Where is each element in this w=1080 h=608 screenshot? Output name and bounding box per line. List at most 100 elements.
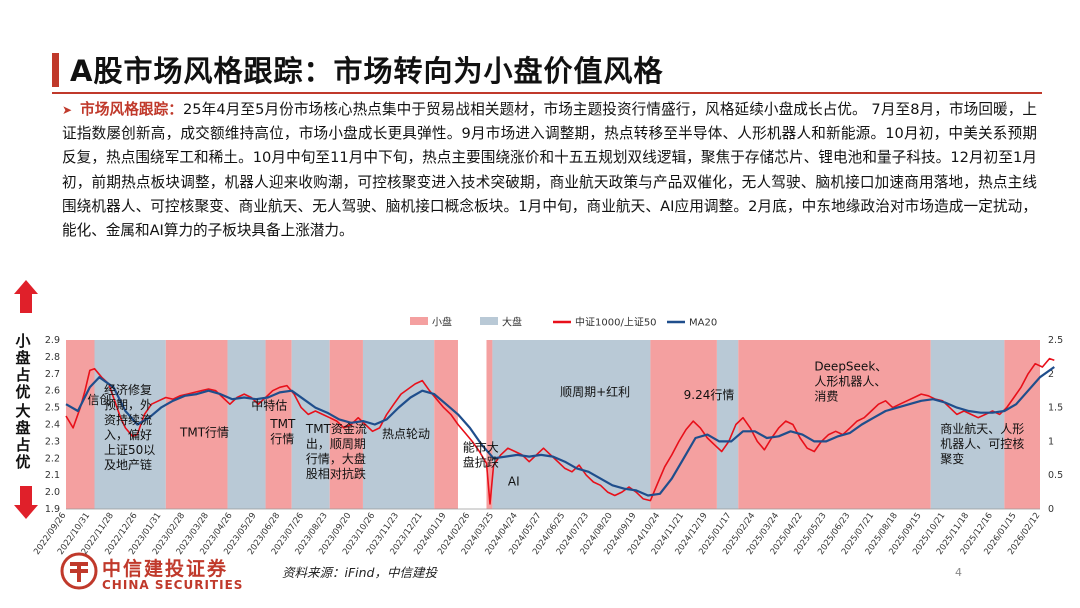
regime-band-small: [486, 340, 493, 509]
series-line-ma20: [65, 366, 1055, 497]
annotation-line: TMT行情: [179, 425, 229, 439]
side-label-small-cap: 小盘占优: [15, 332, 31, 401]
chart-legend: 小盘 大盘 中证1000/上证50 MA20: [410, 316, 717, 329]
y-right-tick-label: 1: [1048, 436, 1054, 447]
chart-annotation: 9.24行情: [684, 388, 735, 402]
y-left-tick-label: 2.7: [45, 369, 60, 380]
y-left-tick-label: 2.0: [45, 487, 60, 498]
legend-label: 小盘: [432, 316, 452, 329]
regime-band-large: [94, 340, 166, 509]
y-left-tick-label: 2.3: [45, 436, 60, 447]
bullet-triangle-icon: ➤: [62, 103, 73, 117]
annotation-line: 股相对抗跌: [306, 466, 366, 481]
logo-emblem-icon: [60, 552, 98, 594]
legend-label: 中证1000/上证50: [575, 316, 657, 329]
annotation-line: AI: [508, 474, 520, 488]
chart-annotation: AI: [508, 474, 520, 488]
annotation-line: DeepSeek、: [814, 359, 887, 373]
chart-annotation: TMT行情: [179, 425, 229, 439]
summary-paragraph: ➤ 市场风格跟踪：25年4月至5月份市场核心热点集中于贸易战相关题材，市场主题投资…: [62, 98, 1037, 243]
y-left-tick-label: 2.2: [45, 453, 60, 464]
annotation-line: 行情，大盘: [306, 451, 366, 466]
annotation-line: 中特估: [251, 397, 287, 412]
regime-band-small: [650, 340, 717, 509]
regime-band-large: [227, 340, 266, 509]
annotation-line: 盘抗跌: [463, 455, 499, 470]
annotation-line: 上证50以: [104, 443, 155, 457]
title-accent-bar: [52, 53, 59, 87]
annotation-line: 人形机器人、: [814, 374, 886, 388]
legend-swatch: [410, 317, 428, 325]
paragraph-body: 25年4月至5月份市场核心热点集中于贸易战相关题材，市场主题投资行情盛行，风格延…: [62, 101, 1037, 240]
y-left-tick-label: 2.1: [45, 470, 60, 481]
logo-text-en: CHINA SECURITIES: [102, 578, 244, 592]
arrow-up-stem: [20, 293, 32, 313]
paragraph-lead: 市场风格跟踪：: [80, 101, 183, 118]
y-right-tick-label: 2.5: [1048, 335, 1063, 346]
chart-annotation: TMT资金流出，顺周期行情，大盘股相对抗跌: [305, 421, 367, 481]
title-divider: [52, 92, 1042, 94]
chart-annotation: 经济修复预期，外资持续流入，偏好上证50以及地产链: [104, 382, 155, 472]
regime-band-large: [291, 340, 330, 509]
annotation-line: 经济修复: [104, 382, 152, 397]
annotation-line: 及地产链: [104, 457, 152, 472]
regime-band-large: [930, 340, 1005, 509]
legend-label: MA20: [689, 318, 717, 329]
y-left-tick-label: 2.9: [45, 335, 60, 346]
annotation-line: TMT资金流: [305, 421, 367, 436]
arrow-down-icon: [14, 505, 38, 519]
side-label-large-cap: 大盘占优: [15, 402, 31, 471]
arrow-down-stem: [20, 486, 32, 506]
chart-annotation: 顺周期+红利: [560, 384, 630, 399]
annotation-line: 热点轮动: [382, 427, 430, 441]
annotation-line: 行情: [270, 432, 294, 446]
y-right-tick-label: 0: [1048, 504, 1054, 515]
legend-swatch: [480, 317, 498, 325]
regime-band-small: [265, 340, 292, 509]
legend-label: 大盘: [502, 316, 522, 329]
regime-band-small: [165, 340, 228, 509]
annotation-line: 9.24行情: [684, 388, 735, 402]
page-title: A股市场风格跟踪：市场转向为小盘价值风格: [70, 54, 664, 88]
y-left-tick-label: 2.5: [45, 403, 60, 414]
y-right-tick-label: 2: [1048, 369, 1054, 380]
annotation-line: 预期，外: [104, 398, 152, 412]
annotation-line: 能市大: [463, 440, 499, 455]
y-right-tick-label: 1.5: [1048, 403, 1063, 414]
annotation-line: 商业航天、人形: [940, 421, 1024, 436]
y-left-tick-label: 2.8: [45, 352, 60, 363]
regime-band-large: [716, 340, 739, 509]
chart-annotation: 信创: [87, 393, 111, 407]
y-left-tick-label: 1.9: [45, 504, 60, 515]
annotation-line: 信创: [87, 393, 111, 407]
source-note: 资料来源：iFind，中信建投: [282, 565, 437, 580]
annotation-line: 聚变: [940, 451, 964, 466]
annotation-line: 入，偏好: [104, 427, 152, 442]
chart-lines: [65, 357, 1055, 505]
regime-band-large: [492, 340, 651, 509]
y-left-tick-label: 2.4: [45, 420, 60, 431]
page-number: 4: [955, 566, 962, 579]
regime-band-small: [738, 340, 931, 509]
y-left-tick-label: 2.6: [45, 386, 60, 397]
regime-band-small: [434, 340, 458, 509]
y-right-tick-label: 0.5: [1048, 470, 1063, 481]
chart-annotation: DeepSeek、人形机器人、消费: [814, 359, 887, 403]
chart-annotation: 中特估: [251, 397, 287, 412]
chart-annotation: 商业航天、人形机器人、可控核聚变: [940, 421, 1024, 466]
logo-text-cn: 中信建投证券: [102, 558, 229, 580]
annotation-line: 出，顺周期: [306, 437, 366, 451]
regime-bands: [66, 340, 1040, 509]
regime-band-small: [1004, 340, 1040, 509]
annotation-line: 资持续流: [104, 412, 152, 427]
annotation-line: 机器人、可控核: [940, 437, 1024, 451]
annotation-line: TMT: [269, 417, 296, 431]
annotation-line: 顺周期+红利: [560, 384, 630, 399]
chart-annotation: 热点轮动: [382, 427, 430, 441]
chart-annotation: 能市大盘抗跌: [463, 440, 499, 470]
arrow-up-icon: [14, 280, 38, 294]
annotation-line: 消费: [814, 389, 838, 403]
